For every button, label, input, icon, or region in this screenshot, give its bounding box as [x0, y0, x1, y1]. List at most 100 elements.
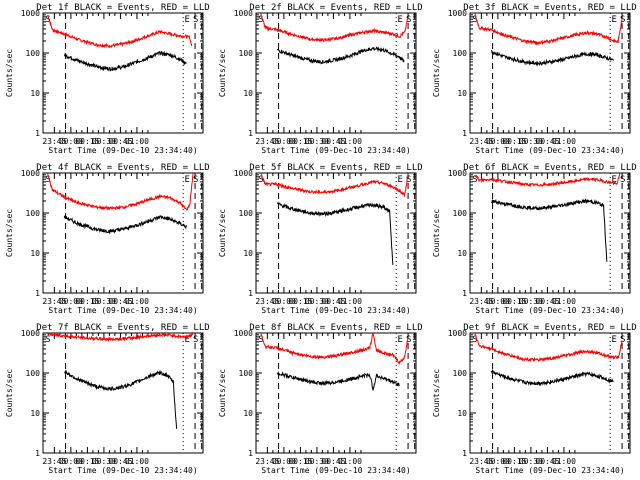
y-axis-label: Counts/sec [432, 369, 441, 417]
x-tick-label: 00:30 [519, 457, 543, 466]
x-tick-label: 23:45 [469, 137, 493, 146]
panel-title: Det 6f BLACK = Events, RED = LLD [463, 163, 636, 173]
x-tick-label: 00:00 [272, 297, 296, 306]
time-marker-letter: S [193, 175, 198, 185]
y-tick-label: 1000 [448, 9, 467, 18]
plot-frame [255, 332, 417, 454]
detector-panel-7: Det 7f BLACK = Events, RED = LLD Counts/s… [5, 323, 210, 475]
y-axis-label: Counts/sec [218, 369, 227, 417]
detector-panel-3: Det 3f BLACK = Events, RED = LLD Counts/s… [432, 3, 637, 155]
x-tick-label: 00:30 [305, 457, 329, 466]
x-tick-label: 00:00 [59, 137, 83, 146]
y-axis-label: Counts/sec [218, 49, 227, 97]
time-marker-letter: E [611, 175, 616, 185]
y-tick-label: 1000 [234, 9, 253, 18]
y-tick-label: 1 [248, 129, 253, 138]
x-tick-label: 00:00 [486, 137, 510, 146]
panel-title: Det 5f BLACK = Events, RED = LLD [249, 163, 422, 173]
x-tick-label: 00:45 [321, 457, 345, 466]
time-marker-letter: S [620, 15, 625, 25]
time-marker-letter: S [258, 15, 263, 25]
x-tick-label: 00:15 [502, 297, 526, 306]
y-tick-label: 10 [457, 249, 467, 258]
time-marker-letter: S [406, 175, 411, 185]
x-tick-label: 00:15 [75, 137, 99, 146]
x-tick-label: 23:45 [255, 137, 279, 146]
time-marker-letter: S [406, 15, 411, 25]
events-series-line [490, 198, 608, 262]
x-axis-label: Start Time (09-Dec-10 23:34:40) [261, 466, 410, 475]
y-tick-label: 1 [35, 449, 40, 458]
x-tick-label: 00:15 [502, 137, 526, 146]
y-axis-label: Counts/sec [218, 209, 227, 257]
time-marker-letter: S [45, 15, 50, 25]
x-tick-label: 00:00 [59, 297, 83, 306]
time-marker-letter: E [184, 15, 189, 25]
detector-panel-9: Det 9f BLACK = Events, RED = LLD Counts/s… [432, 323, 637, 475]
x-tick-label: 00:45 [108, 137, 132, 146]
events-series-line [63, 50, 187, 72]
y-tick-label: 10 [30, 409, 40, 418]
x-tick-label: 00:30 [92, 297, 116, 306]
y-tick-label: 100 [453, 369, 468, 378]
y-tick-label: 1 [462, 129, 467, 138]
x-axis-label: Start Time (09-Dec-10 23:34:40) [48, 146, 197, 155]
x-tick-label: 00:00 [59, 457, 83, 466]
lld-series-line [474, 173, 621, 188]
y-tick-label: 100 [26, 49, 41, 58]
x-tick-label: 00:45 [321, 297, 345, 306]
plot-frame [42, 12, 204, 134]
x-tick-label: 00:30 [92, 137, 116, 146]
time-marker-letter: E [611, 15, 616, 25]
x-tick-label: 00:45 [535, 457, 559, 466]
x-tick-label: 01:00 [125, 297, 149, 306]
x-tick-label: 23:45 [255, 457, 279, 466]
panel-title: Det 4f BLACK = Events, RED = LLD [36, 163, 209, 173]
detector-panel-4: Det 4f BLACK = Events, RED = LLD Counts/s… [5, 163, 210, 315]
time-marker-letter: E [184, 175, 189, 185]
x-tick-label: 00:45 [321, 137, 345, 146]
plot-frame [469, 172, 631, 294]
x-tick-label: 23:45 [42, 137, 66, 146]
detector-panel-2: Det 2f BLACK = Events, RED = LLD Counts/s… [218, 3, 423, 155]
events-series-line [63, 214, 187, 235]
panel-title: Det 2f BLACK = Events, RED = LLD [249, 3, 422, 13]
y-tick-label: 10 [243, 89, 253, 98]
y-tick-label: 1 [35, 289, 40, 298]
time-marker-letter: S [193, 335, 198, 345]
y-tick-label: 1 [462, 449, 467, 458]
x-axis-label: Start Time (09-Dec-10 23:34:40) [475, 466, 624, 475]
events-series-line [490, 49, 614, 67]
plot-frame [469, 332, 631, 454]
y-tick-label: 100 [239, 49, 254, 58]
x-tick-label: 00:00 [486, 297, 510, 306]
y-tick-label: 1 [462, 289, 467, 298]
y-axis-label: Counts/sec [5, 49, 14, 97]
y-axis-label: Counts/sec [432, 209, 441, 257]
x-axis-label: Start Time (09-Dec-10 23:34:40) [48, 466, 197, 475]
x-tick-label: 01:00 [552, 137, 576, 146]
x-tick-label: 00:00 [486, 457, 510, 466]
y-axis-label: Counts/sec [432, 49, 441, 97]
y-tick-label: 1000 [21, 9, 40, 18]
events-series-line [276, 46, 405, 65]
time-marker-letter: S [472, 335, 477, 345]
x-tick-label: 00:15 [502, 457, 526, 466]
time-marker-letter: S [258, 335, 263, 345]
x-tick-label: 00:15 [75, 297, 99, 306]
x-tick-label: 23:45 [469, 457, 493, 466]
x-tick-label: 01:00 [552, 297, 576, 306]
y-tick-label: 10 [30, 249, 40, 258]
lld-series-line [260, 13, 409, 43]
events-series-line [490, 368, 614, 387]
plot-frame [42, 172, 204, 294]
panel-title: Det 1f BLACK = Events, RED = LLD [36, 3, 209, 13]
y-tick-label: 10 [457, 89, 467, 98]
x-tick-label: 00:15 [75, 457, 99, 466]
x-tick-label: 23:45 [255, 297, 279, 306]
y-tick-label: 10 [243, 249, 253, 258]
x-tick-label: 00:15 [288, 297, 312, 306]
time-marker-letter: E [397, 15, 402, 25]
x-tick-label: 00:45 [535, 297, 559, 306]
